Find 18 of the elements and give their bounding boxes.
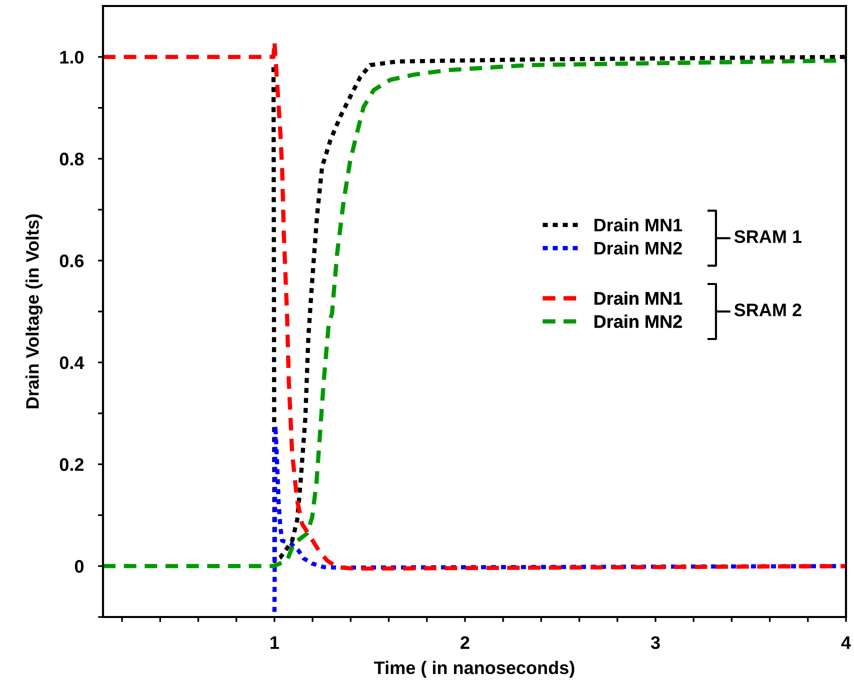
y-tick-label: 0.8 <box>60 152 84 166</box>
y-tick-label: 0 <box>74 560 84 573</box>
legend-label: Drain MN2 <box>594 314 682 328</box>
x-tick-label: 2 <box>460 636 470 649</box>
x-axis-title: Time ( in nanoseconds) <box>374 660 574 678</box>
y-tick-label: 0.6 <box>60 254 84 268</box>
x-tick-label: 1 <box>270 636 279 649</box>
legend-label: Drain MN1 <box>594 218 682 232</box>
x-tick-label: 4 <box>841 636 851 649</box>
annotation: SRAM 2 <box>734 304 802 316</box>
legend-label: Drain MN2 <box>594 241 682 255</box>
y-tick-label: 1.0 <box>60 50 84 64</box>
y-axis-title: Drain Voltage (in Volts) <box>26 214 42 408</box>
y-tick-label: 0.2 <box>60 458 84 471</box>
y-tick-label: 0.4 <box>60 356 84 370</box>
x-tick-label: 3 <box>650 636 660 650</box>
legend-label: Drain MN1 <box>594 292 682 305</box>
annotation: SRAM 1 <box>734 230 802 244</box>
